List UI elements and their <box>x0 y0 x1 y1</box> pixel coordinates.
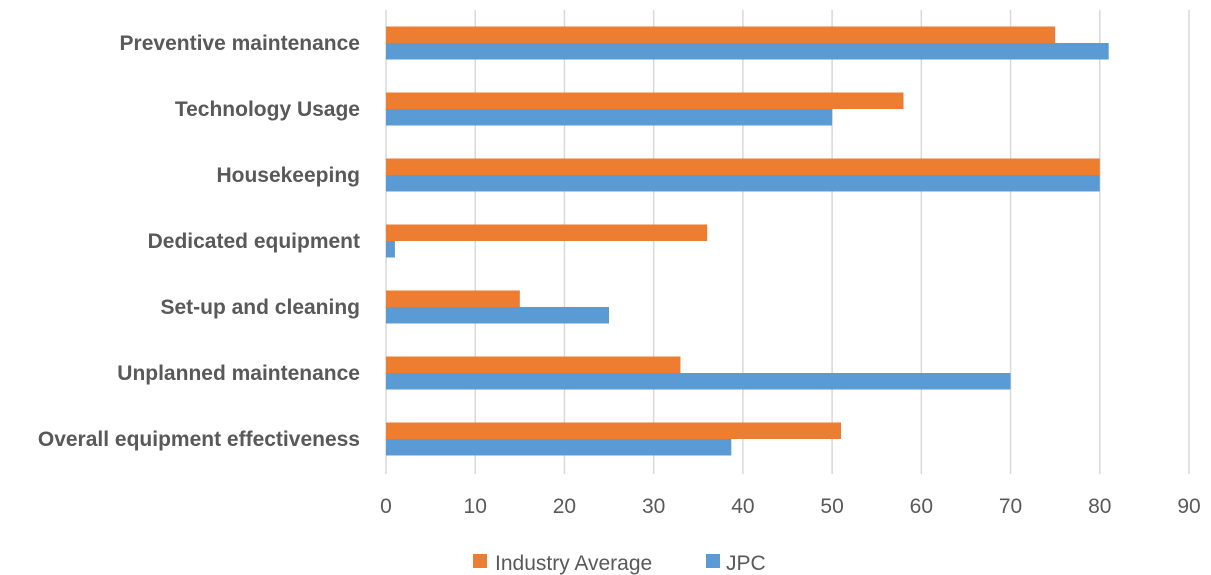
bar-jpc-dedicated-equipment <box>386 241 395 258</box>
legend: Industry Average JPC <box>473 552 766 575</box>
x-tick-label-40: 40 <box>731 495 754 518</box>
x-tick-label-60: 60 <box>910 495 933 518</box>
x-tick-label-0: 0 <box>380 495 392 518</box>
category-label-dedicated-equipment: Dedicated equipment <box>148 230 360 253</box>
category-label-housekeeping: Housekeeping <box>216 164 360 187</box>
bar-jpc-set-up-and-cleaning <box>386 307 610 324</box>
legend-swatch-industry-average <box>473 554 487 568</box>
bar-jpc-housekeeping <box>386 175 1100 192</box>
category-label-preventive-maintenance: Preventive maintenance <box>120 32 360 55</box>
x-tick-labels: 0 10 20 30 40 50 60 70 80 90 <box>380 495 1201 518</box>
bar-industry-average-dedicated-equipment <box>386 224 708 241</box>
x-tick-label-70: 70 <box>999 495 1022 518</box>
x-tick-label-20: 20 <box>553 495 576 518</box>
bar-industry-average-unplanned-maintenance <box>386 356 681 373</box>
legend-label-jpc: JPC <box>726 552 766 575</box>
x-tick-label-10: 10 <box>464 495 487 518</box>
category-label-unplanned-maintenance: Unplanned maintenance <box>117 362 360 385</box>
category-label-overall-equipment-effectiveness: Overall equipment effectiveness <box>38 428 360 451</box>
bar-jpc-preventive-maintenance <box>386 43 1109 60</box>
bar-industry-average-overall-equipment-effectiveness <box>386 422 842 439</box>
bar-jpc-unplanned-maintenance <box>386 373 1011 390</box>
x-tick-label-90: 90 <box>1177 495 1200 518</box>
bar-industry-average-housekeeping <box>386 158 1100 175</box>
x-tick-label-50: 50 <box>820 495 843 518</box>
legend-label-industry-average: Industry Average <box>495 552 652 575</box>
bar-industry-average-set-up-and-cleaning <box>386 290 520 307</box>
category-label-set-up-and-cleaning: Set-up and cleaning <box>160 296 360 319</box>
bars <box>386 26 1109 456</box>
bar-jpc-technology-usage <box>386 109 833 126</box>
bar-industry-average-technology-usage <box>386 92 904 109</box>
grid-lines <box>385 10 1190 474</box>
bar-industry-average-preventive-maintenance <box>386 26 1056 43</box>
x-tick-label-80: 80 <box>1088 495 1111 518</box>
category-labels: Preventive maintenance Technology Usage Ho… <box>38 32 360 451</box>
legend-swatch-jpc <box>706 554 720 568</box>
x-tick-label-30: 30 <box>642 495 665 518</box>
category-label-technology-usage: Technology Usage <box>175 98 360 121</box>
bar-jpc-overall-equipment-effectiveness <box>386 439 732 456</box>
